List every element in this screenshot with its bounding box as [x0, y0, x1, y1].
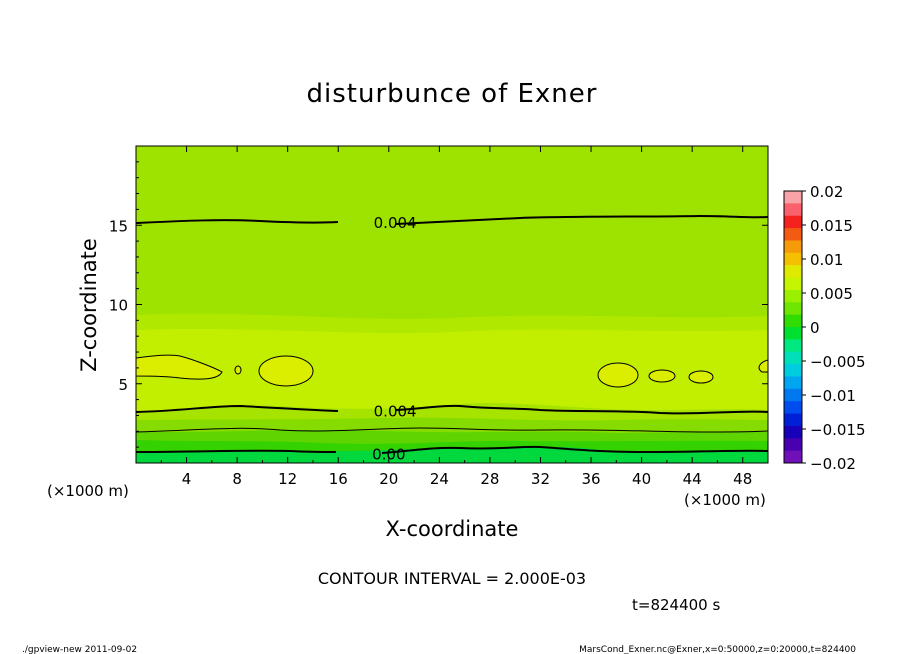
- contour-labels: 0.004 0.004 0.00: [372, 214, 416, 463]
- colorbar-tick-label: −0.01: [810, 387, 856, 405]
- x-axis-label: X-coordinate: [386, 517, 519, 541]
- contour-0-004-upper: [136, 214, 768, 225]
- footer-left: ./gpview-new 2011-09-02: [22, 645, 137, 654]
- colorbar-segment: [784, 289, 802, 303]
- colorbar-segment: [784, 450, 802, 464]
- y-tick-label: 10: [109, 297, 128, 315]
- colorbar-segment: [784, 203, 802, 217]
- contour-label: 0.004: [374, 214, 417, 232]
- colorbar-segment: [784, 252, 802, 266]
- colorbar-segment: [784, 265, 802, 279]
- x-tick-label: 16: [329, 470, 348, 488]
- contour-0-004-lower: [136, 404, 768, 415]
- contour-label: 0.00: [372, 445, 405, 463]
- colorbar-segment: [784, 327, 802, 340]
- x-tick-label: 40: [632, 470, 651, 488]
- x-tick-label: 32: [531, 470, 550, 488]
- colorbar-segment: [784, 401, 802, 415]
- colorbar-tick-label: 0.01: [810, 251, 843, 269]
- colorbar-segment: [784, 388, 802, 402]
- x-tick-label: 44: [683, 470, 702, 488]
- colorbar-segment: [784, 314, 802, 328]
- colorbar-segment: [784, 425, 802, 439]
- blob-12: [258, 355, 314, 387]
- blob-left: [136, 354, 223, 380]
- contour-label: 0.004: [374, 403, 417, 421]
- colorbar-segment: [784, 351, 802, 365]
- y-tick-label: 15: [109, 217, 128, 235]
- plot-area: [136, 146, 768, 463]
- colorbar-segment: [784, 277, 802, 291]
- colorbar-tick-label: 0: [810, 319, 820, 337]
- x-unit-right: (×1000 m): [684, 491, 766, 509]
- footer-right: MarsCond_Exner.nc@Exner,x=0:50000,z=0:20…: [579, 645, 856, 654]
- colorbar-segment: [784, 302, 802, 316]
- y-axis: 5 10 15: [109, 161, 768, 448]
- colorbar-tick-label: 0.015: [810, 217, 853, 235]
- y-tick-label: 5: [118, 376, 128, 394]
- colorbar-tick-label: −0.015: [810, 421, 866, 439]
- y-axis-label: Z-coordinate: [77, 238, 101, 372]
- blob-right: [758, 359, 768, 373]
- chart-title: disturbunce of Exner: [307, 79, 598, 109]
- x-tick-label: 24: [430, 470, 449, 488]
- blob-8: [234, 365, 242, 375]
- x-axis: 4 8 12 16 20 24 28 32 36 40 44 48: [160, 146, 769, 488]
- x-tick-label: 28: [480, 470, 499, 488]
- colorbar-segment: [784, 438, 802, 452]
- x-tick-label: 12: [278, 470, 297, 488]
- colorbar-tick-label: −0.005: [810, 353, 866, 371]
- x-tick-label: 8: [232, 470, 242, 488]
- colorbar-labels: 0.02 0.015 0.01 0.005 0 −0.005 −0.01 −0.015 −0.0…: [802, 183, 866, 473]
- colorbar-segment: [784, 376, 802, 390]
- colorbar-segment: [784, 413, 802, 427]
- x-tick-label: 48: [733, 470, 752, 488]
- colorbar-segment: [784, 228, 802, 241]
- contour-0-002: [136, 427, 768, 433]
- time-text: t=824400 s: [632, 596, 720, 614]
- colorbar-segment: [784, 215, 802, 229]
- x-tick-label: 36: [581, 470, 600, 488]
- x-tick-label: 20: [379, 470, 398, 488]
- blob-44: [688, 370, 714, 384]
- x-unit-left: (×1000 m): [47, 482, 129, 500]
- blob-38: [597, 362, 639, 388]
- colorbar-segment: [784, 339, 802, 353]
- colorbar-segment: [784, 191, 802, 204]
- colorbar: [783, 190, 803, 464]
- x-tick-label: 4: [182, 470, 192, 488]
- colorbar-tick-label: 0.005: [810, 285, 853, 303]
- contour-0-000: [136, 445, 768, 454]
- colorbar-segment: [784, 364, 802, 377]
- colorbar-tick-label: 0.02: [810, 183, 843, 201]
- blob-41: [648, 369, 676, 383]
- contour-interval-text: CONTOUR INTERVAL = 2.000E-03: [318, 569, 586, 588]
- colorbar-segment: [784, 240, 802, 254]
- colorbar-tick-label: −0.02: [810, 455, 856, 473]
